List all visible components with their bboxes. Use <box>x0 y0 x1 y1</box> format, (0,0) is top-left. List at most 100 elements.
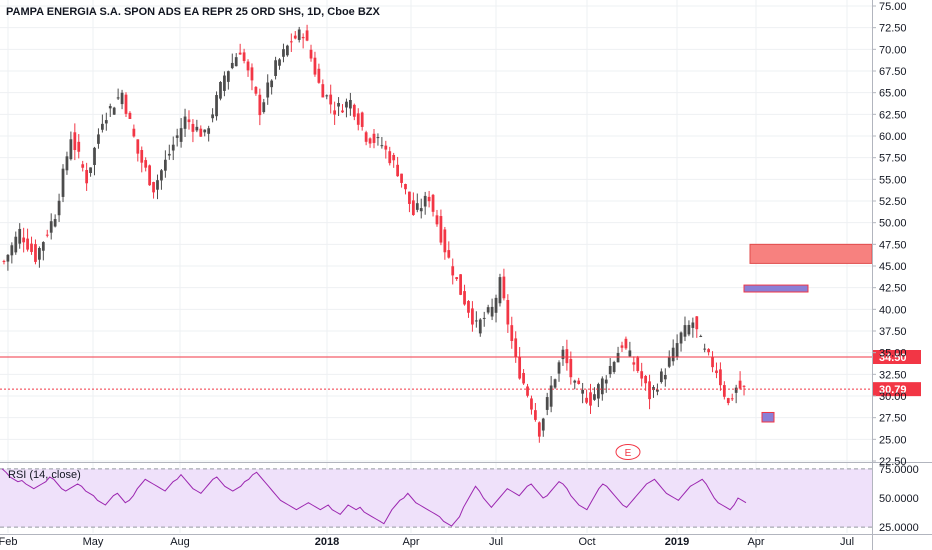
horizontal-lines: 34.50 30.79 E <box>0 350 921 460</box>
price-zone[interactable] <box>761 411 775 423</box>
candle-body <box>18 228 22 244</box>
candle-body <box>471 308 474 325</box>
candle-body <box>478 319 482 334</box>
price-tick-label: 75.00 <box>879 1 907 13</box>
candle-body <box>494 297 498 313</box>
price-tick-label: 30.00 <box>879 391 907 403</box>
candle-body <box>309 49 313 59</box>
candle-body <box>61 168 65 197</box>
candle-body <box>431 194 435 212</box>
candle-body <box>616 352 620 363</box>
price-tick-label: 70.00 <box>879 44 907 56</box>
price-tick-label: 65.00 <box>879 88 907 100</box>
candle-body <box>526 386 529 396</box>
price-tick-label: 47.50 <box>879 239 907 251</box>
candle-body <box>187 119 191 123</box>
candle-body <box>6 254 10 262</box>
candle-body <box>325 95 329 97</box>
candle-body <box>620 345 624 348</box>
candle-body <box>573 380 577 383</box>
price-badge <box>873 382 921 397</box>
candle-body <box>463 291 466 305</box>
candle-body <box>624 338 628 349</box>
candle-body <box>648 381 651 400</box>
candle-body <box>687 324 691 335</box>
candle-body <box>522 372 525 384</box>
grid <box>0 0 872 533</box>
date-tick-label: Jul <box>489 536 503 548</box>
candle-body <box>632 362 636 365</box>
candle-body <box>585 397 588 403</box>
candle-body <box>419 208 423 212</box>
candle-body <box>356 113 360 125</box>
candle-body <box>711 356 714 368</box>
candle-body <box>30 243 33 252</box>
candle-body <box>679 332 683 344</box>
candle-body <box>128 112 132 119</box>
candle-body <box>167 153 171 156</box>
candle-body <box>144 160 148 168</box>
candle-body <box>652 387 655 391</box>
candle-body <box>699 335 703 337</box>
candle-body <box>707 349 710 353</box>
candle-body <box>286 45 289 56</box>
candle-body <box>388 151 392 164</box>
candle-body <box>577 380 581 384</box>
candle-body <box>179 128 183 142</box>
rsi-band <box>0 468 872 528</box>
candle-body <box>608 365 612 375</box>
price-tick-label: 55.00 <box>879 174 907 186</box>
earnings-marker[interactable]: E <box>615 444 641 460</box>
date-tick-label: May <box>83 536 104 548</box>
candle-body <box>152 182 155 193</box>
candle-body <box>593 394 596 400</box>
date-tick-label: Jul <box>840 536 854 548</box>
candle-body <box>451 266 455 276</box>
candle-body <box>691 322 695 328</box>
candle-body <box>278 59 281 66</box>
candle-body <box>34 244 37 262</box>
candle-body <box>289 41 293 43</box>
candle-body <box>329 94 333 105</box>
candle-body <box>69 139 73 160</box>
candle-body <box>270 80 274 88</box>
candle-body <box>376 137 380 139</box>
candle-body <box>120 92 124 105</box>
price-tick-label: 50.00 <box>879 218 907 230</box>
price-zone[interactable] <box>743 284 809 293</box>
candle-body <box>734 387 738 393</box>
candle-body <box>352 104 356 117</box>
candle-body <box>628 350 632 357</box>
candle-body <box>364 132 368 142</box>
candle-body <box>305 30 309 41</box>
candle-body <box>612 362 616 372</box>
candle-body <box>195 126 199 131</box>
candle-body <box>81 164 85 168</box>
candle-body <box>581 389 585 394</box>
candle-body <box>656 389 659 392</box>
price-tick-label: 37.50 <box>879 326 907 338</box>
candle-body <box>663 374 667 380</box>
candle-body <box>435 215 439 225</box>
rsi-title: RSI (14, close) <box>8 469 81 481</box>
candle-body <box>474 320 478 322</box>
candle-body <box>266 82 270 98</box>
price-tick-label: 42.50 <box>879 283 907 295</box>
zones <box>743 243 873 423</box>
candle-body <box>10 245 14 256</box>
candle-body <box>530 398 533 410</box>
candle-body <box>341 110 344 113</box>
candles <box>2 24 746 443</box>
candle-body <box>368 138 372 144</box>
candle-body <box>667 357 671 367</box>
candle-body <box>730 398 734 400</box>
candle-body <box>549 385 553 407</box>
candle-body <box>600 378 604 395</box>
candle-body <box>589 392 592 406</box>
candle-body <box>703 348 707 350</box>
price-zone[interactable] <box>749 243 873 264</box>
candle-body <box>45 234 49 236</box>
candle-body <box>557 362 561 374</box>
candle-body <box>112 107 116 115</box>
